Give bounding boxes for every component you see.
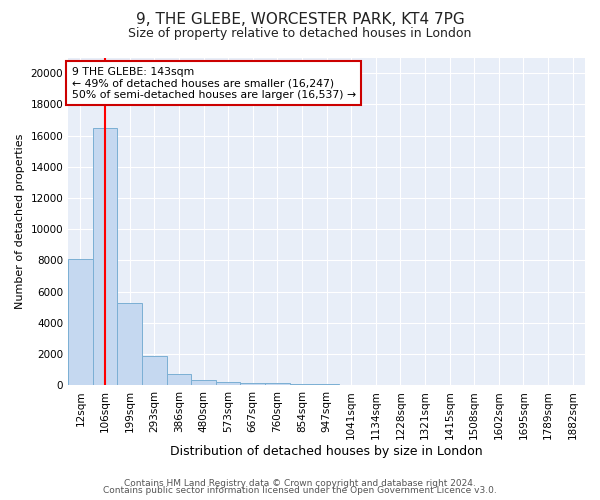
Bar (314, 384, 339, 386)
Bar (290, 384, 314, 386)
Text: Size of property relative to detached houses in London: Size of property relative to detached ho… (128, 28, 472, 40)
Bar (93, 128, 118, 386)
Y-axis label: Number of detached properties: Number of detached properties (15, 134, 25, 309)
Text: 9, THE GLEBE, WORCESTER PARK, KT4 7PG: 9, THE GLEBE, WORCESTER PARK, KT4 7PG (136, 12, 464, 28)
Bar (68, 259, 93, 386)
X-axis label: Distribution of detached houses by size in London: Distribution of detached houses by size … (170, 444, 483, 458)
Bar (191, 380, 216, 386)
Bar (265, 383, 290, 386)
Bar (167, 374, 191, 386)
Bar (216, 382, 241, 386)
Bar (118, 302, 142, 386)
Bar (142, 356, 167, 386)
Text: Contains HM Land Registry data © Crown copyright and database right 2024.: Contains HM Land Registry data © Crown c… (124, 478, 476, 488)
Text: 9 THE GLEBE: 143sqm
← 49% of detached houses are smaller (16,247)
50% of semi-de: 9 THE GLEBE: 143sqm ← 49% of detached ho… (72, 67, 356, 100)
Bar (339, 384, 364, 386)
Bar (364, 385, 388, 386)
Text: Contains public sector information licensed under the Open Government Licence v3: Contains public sector information licen… (103, 486, 497, 495)
Bar (241, 382, 265, 386)
